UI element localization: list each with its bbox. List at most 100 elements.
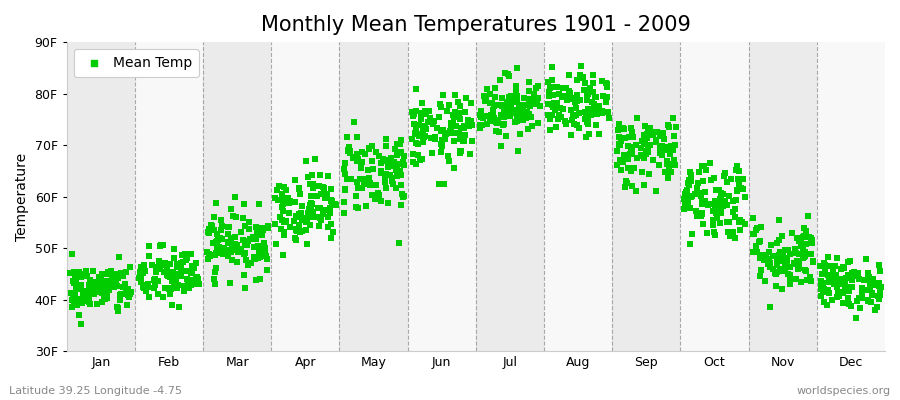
- Point: [116, 273, 130, 279]
- Point: [212, 244, 227, 251]
- Point: [448, 123, 463, 130]
- Point: [713, 196, 727, 202]
- Point: [678, 190, 692, 197]
- Point: [592, 130, 607, 137]
- Point: [132, 275, 147, 281]
- Point: [67, 280, 81, 286]
- Point: [339, 175, 354, 182]
- Point: [588, 107, 602, 114]
- Point: [474, 122, 489, 128]
- Point: [506, 99, 520, 105]
- Point: [685, 231, 699, 237]
- Point: [620, 180, 634, 186]
- Point: [568, 98, 582, 105]
- Point: [861, 298, 876, 304]
- Point: [527, 91, 542, 98]
- Point: [425, 150, 439, 156]
- Point: [351, 185, 365, 192]
- Point: [86, 291, 101, 298]
- Point: [708, 232, 723, 238]
- Point: [783, 251, 797, 258]
- Point: [701, 202, 716, 208]
- Legend: Mean Temp: Mean Temp: [74, 49, 199, 77]
- Point: [842, 274, 857, 280]
- Point: [697, 163, 711, 169]
- Point: [108, 280, 122, 286]
- Point: [207, 252, 221, 258]
- Point: [596, 93, 610, 100]
- Point: [656, 147, 670, 153]
- Point: [416, 128, 430, 134]
- Point: [356, 159, 370, 166]
- Point: [626, 144, 640, 150]
- Point: [166, 254, 181, 261]
- Point: [731, 176, 745, 182]
- Point: [682, 240, 697, 247]
- Point: [388, 161, 402, 168]
- Point: [453, 150, 467, 156]
- Point: [169, 276, 184, 283]
- Point: [792, 265, 806, 271]
- Point: [842, 272, 856, 278]
- Point: [295, 217, 310, 223]
- Point: [323, 206, 338, 213]
- Point: [310, 204, 325, 211]
- Point: [551, 116, 565, 122]
- Point: [501, 94, 516, 100]
- Point: [357, 178, 372, 184]
- Point: [831, 289, 845, 296]
- Point: [860, 272, 875, 278]
- Point: [288, 177, 302, 183]
- Point: [446, 120, 460, 126]
- Point: [133, 273, 148, 279]
- Point: [796, 233, 811, 240]
- Point: [202, 226, 217, 232]
- Point: [772, 252, 787, 258]
- Point: [816, 260, 831, 266]
- Point: [244, 260, 258, 266]
- Point: [822, 278, 836, 285]
- Point: [798, 228, 813, 234]
- Point: [612, 121, 626, 128]
- Point: [91, 286, 105, 293]
- Point: [757, 252, 771, 259]
- Point: [433, 101, 447, 107]
- Point: [208, 265, 222, 271]
- Point: [842, 275, 856, 281]
- Point: [360, 167, 374, 173]
- Point: [392, 168, 407, 174]
- Point: [753, 255, 768, 261]
- Point: [361, 176, 375, 182]
- Point: [556, 92, 571, 99]
- Point: [94, 299, 109, 305]
- Point: [573, 97, 588, 104]
- Point: [529, 100, 544, 106]
- Point: [251, 243, 266, 249]
- Point: [240, 238, 255, 244]
- Point: [261, 225, 275, 231]
- Point: [390, 141, 404, 147]
- Point: [351, 156, 365, 163]
- Point: [770, 268, 784, 275]
- Point: [365, 166, 380, 172]
- Point: [255, 232, 269, 238]
- Point: [228, 234, 242, 240]
- Point: [821, 254, 835, 260]
- Point: [283, 224, 297, 230]
- Point: [237, 251, 251, 257]
- Point: [325, 200, 339, 206]
- Point: [327, 200, 341, 207]
- Point: [464, 118, 478, 124]
- Point: [259, 266, 274, 273]
- Point: [321, 224, 336, 230]
- Point: [322, 210, 337, 216]
- Point: [97, 296, 112, 302]
- Point: [394, 182, 409, 189]
- Point: [74, 282, 88, 288]
- Point: [500, 99, 514, 105]
- Point: [81, 288, 95, 295]
- Point: [778, 247, 793, 253]
- Point: [368, 196, 382, 202]
- Point: [162, 285, 176, 292]
- Point: [794, 279, 808, 285]
